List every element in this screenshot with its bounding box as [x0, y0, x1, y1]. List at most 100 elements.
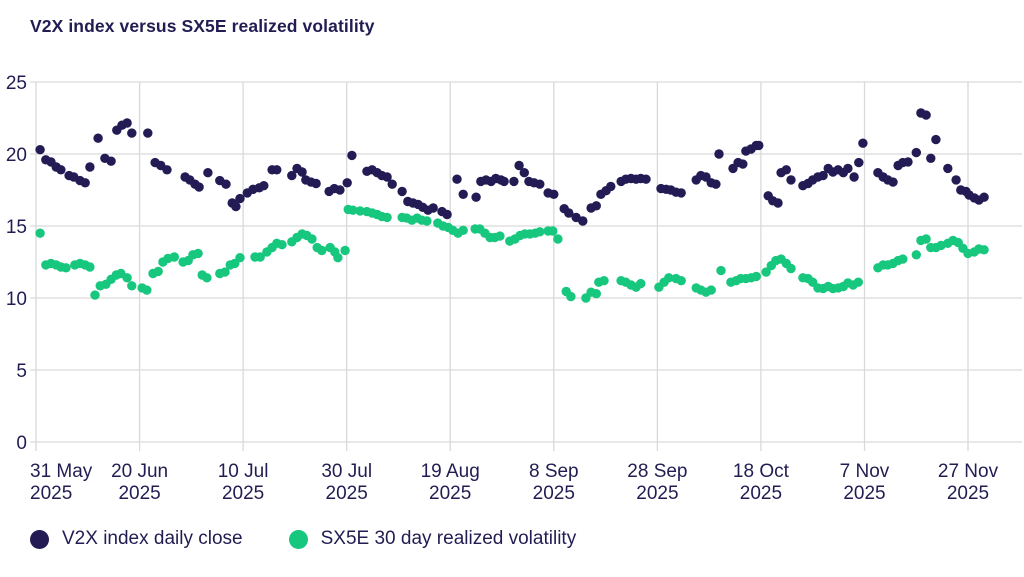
x-tick-label: 31 May — [30, 461, 93, 482]
data-point — [921, 234, 931, 244]
data-point — [259, 181, 269, 191]
data-point — [676, 188, 686, 198]
x-tick-label-year: 2025 — [740, 483, 782, 504]
data-point — [272, 165, 282, 175]
data-point — [898, 254, 908, 264]
data-point — [519, 168, 529, 178]
data-point — [85, 162, 95, 172]
data-point — [849, 172, 859, 182]
data-point — [153, 266, 163, 277]
data-point — [93, 133, 103, 143]
legend-item-sx5e: SX5E 30 day realized volatility — [288, 528, 577, 550]
data-point — [387, 179, 397, 189]
sx5e-legend-label: SX5E 30 day realized volatility — [320, 528, 577, 549]
data-point — [553, 234, 563, 244]
data-point — [843, 163, 853, 174]
data-point — [606, 181, 616, 192]
x-tick-label: 18 Oct — [733, 461, 790, 482]
x-tick-label-year: 2025 — [636, 483, 678, 504]
data-point — [122, 118, 132, 128]
y-tick-label: 25 — [6, 73, 27, 94]
data-point — [676, 276, 686, 286]
x-tick-label: 30 Jul — [321, 461, 372, 482]
data-point — [706, 285, 716, 295]
sx5e-legend-dot-icon — [288, 529, 308, 549]
data-point — [564, 208, 574, 218]
y-tick-label: 10 — [6, 289, 27, 310]
data-point — [471, 192, 481, 202]
v2x-legend-dot-icon — [30, 529, 49, 549]
data-point — [818, 170, 828, 181]
data-point — [355, 206, 365, 216]
data-point — [888, 177, 898, 187]
data-point — [943, 163, 953, 174]
data-point — [428, 203, 438, 213]
data-point — [347, 150, 357, 161]
data-point — [578, 216, 588, 226]
data-point — [535, 227, 545, 237]
data-point — [335, 185, 345, 195]
data-point — [311, 178, 321, 189]
data-point — [162, 165, 172, 175]
data-point — [193, 248, 203, 259]
data-point — [221, 179, 231, 189]
data-point — [307, 234, 317, 244]
data-point — [509, 176, 519, 187]
data-point — [761, 267, 771, 277]
x-tick-label: 28 Sep — [627, 461, 687, 482]
data-point — [911, 147, 921, 158]
data-point — [495, 231, 505, 241]
data-point — [591, 289, 601, 299]
data-point — [951, 175, 961, 185]
data-point — [287, 170, 297, 181]
legend: V2X index daily close SX5E 30 day realiz… — [30, 528, 576, 550]
data-point — [382, 212, 392, 223]
data-point — [194, 182, 204, 192]
data-point — [664, 273, 674, 283]
data-point — [549, 189, 559, 199]
data-point — [442, 209, 452, 220]
data-point — [931, 134, 941, 145]
data-point — [641, 174, 651, 184]
x-tick-label-year: 2025 — [533, 483, 575, 504]
data-point — [786, 263, 796, 274]
data-point — [514, 160, 524, 171]
x-tick-label-year: 2025 — [222, 483, 264, 504]
x-tick-label-year: 2025 — [947, 483, 989, 504]
y-tick-label: 5 — [16, 361, 27, 382]
data-point — [348, 205, 358, 215]
data-point — [716, 265, 726, 276]
data-point — [422, 216, 432, 226]
data-point — [636, 278, 646, 289]
data-point — [277, 240, 287, 250]
x-tick-label: 8 Sep — [529, 461, 579, 482]
data-point — [711, 179, 721, 189]
x-tick-label: 19 Aug — [421, 461, 480, 482]
data-point — [738, 159, 748, 169]
data-point — [203, 168, 213, 178]
data-point — [499, 176, 509, 187]
data-point — [979, 192, 989, 202]
data-point — [142, 285, 152, 295]
data-point — [781, 165, 791, 175]
data-point — [458, 189, 468, 199]
data-point — [458, 225, 468, 235]
data-point — [853, 277, 863, 287]
data-point — [340, 245, 350, 256]
data-point — [169, 252, 179, 262]
data-point — [979, 245, 989, 255]
data-point — [35, 228, 45, 238]
data-point — [858, 138, 868, 148]
x-tick-label: 27 Nov — [938, 461, 999, 482]
data-point — [255, 252, 265, 262]
data-point — [90, 290, 100, 300]
data-point — [566, 291, 576, 302]
data-point — [56, 165, 66, 175]
data-point — [80, 178, 90, 188]
data-point — [235, 253, 245, 263]
data-point — [317, 245, 327, 256]
y-tick-label: 0 — [16, 433, 27, 454]
data-point — [591, 201, 601, 211]
